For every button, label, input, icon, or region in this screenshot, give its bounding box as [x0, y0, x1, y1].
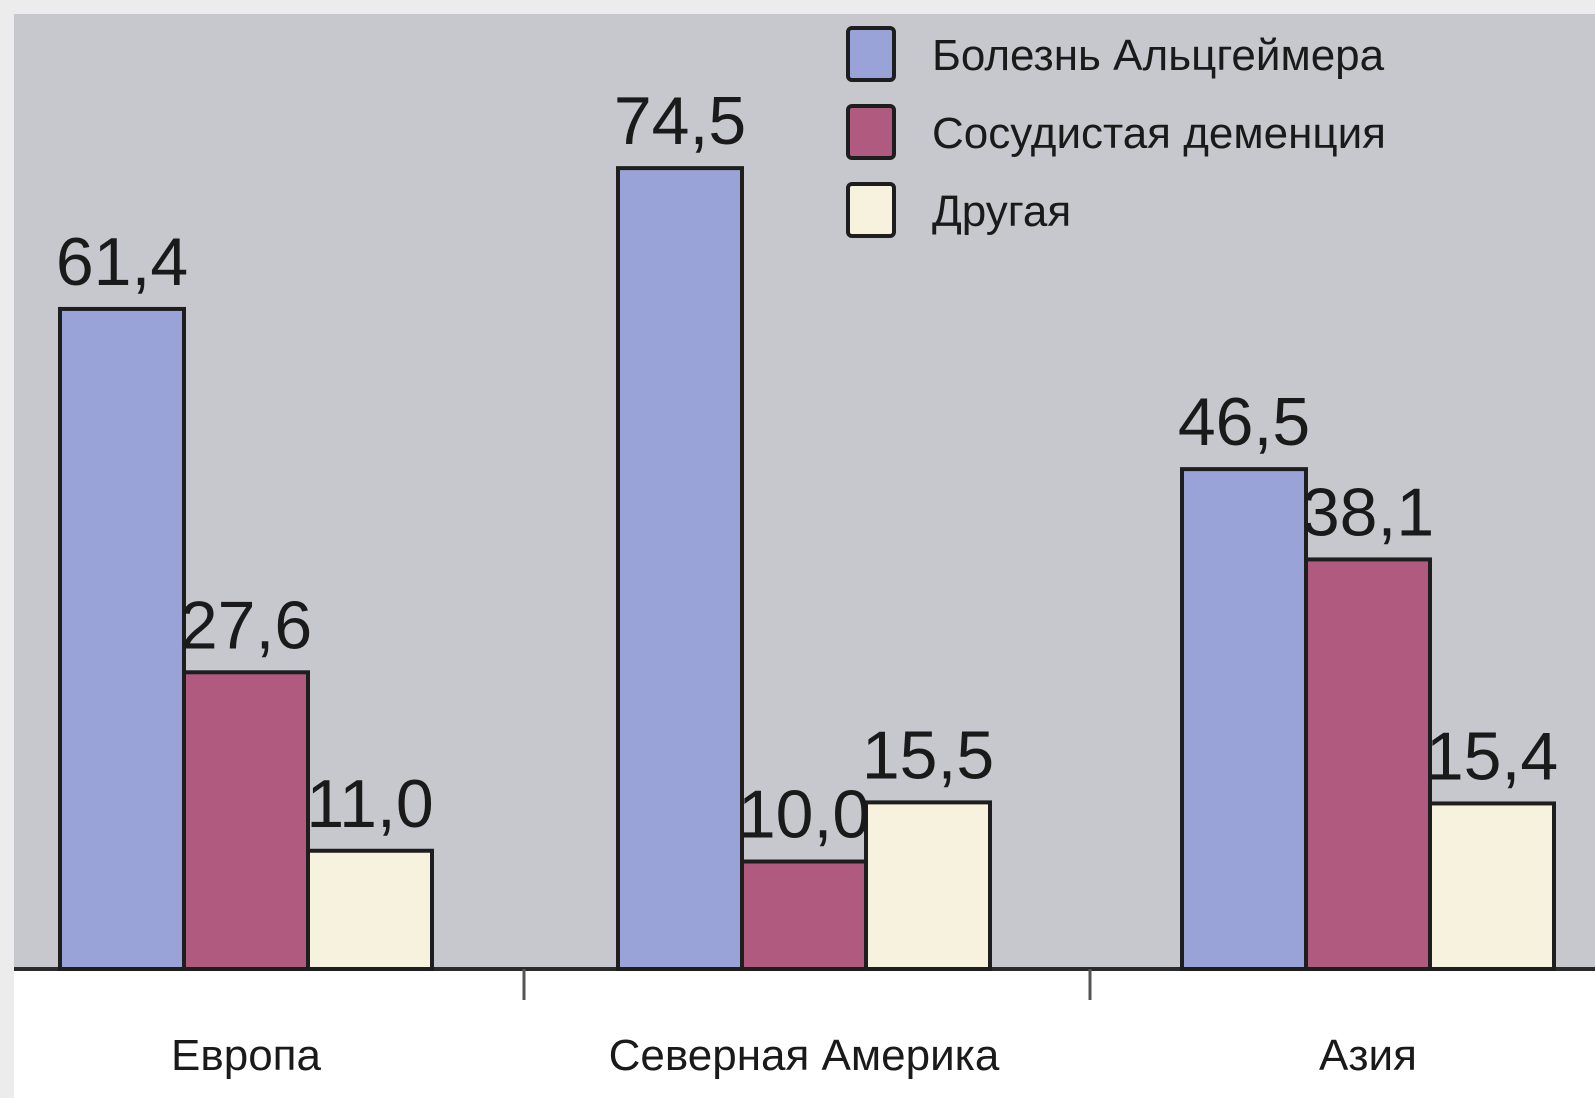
bar-3-1 [1180, 467, 1308, 971]
bar-3-3 [1428, 801, 1556, 972]
data-label-1-3: 11,0 [306, 766, 433, 842]
bars-group [58, 166, 1556, 972]
category-label-3: Азия [1319, 1031, 1417, 1080]
legend-swatch-1 [846, 26, 896, 82]
bar-2-1 [616, 166, 744, 971]
legend-label-3: Другая [932, 187, 1071, 236]
data-label-2-1: 74,5 [614, 83, 746, 159]
data-label-3-2: 38,1 [1302, 474, 1434, 550]
bar-3-2 [1304, 557, 1432, 971]
legend-swatch-2 [846, 104, 896, 160]
data-label-3-3: 15,4 [1426, 718, 1558, 794]
bar-1-1 [58, 306, 186, 971]
data-label-3-1: 46,5 [1178, 384, 1310, 460]
data-label-1-1: 61,4 [56, 224, 188, 300]
category-label-2: Северная Америка [609, 1031, 1000, 1080]
bar-1-2 [182, 670, 310, 971]
legend: Болезнь Альцгеймера Сосудистая деменция Др… [846, 26, 1386, 238]
bar-2-2 [740, 859, 868, 971]
value-labels-group: 61,4 27,6 11,0 74,5 10,015,5 46,5 38,1 15,4 [56, 83, 1558, 852]
category-labels-group: Европа Северная Америка Азия [171, 1031, 1417, 1080]
data-label-2-2: 10,0 [738, 777, 870, 853]
bar-2-3 [864, 800, 992, 971]
category-label-1: Европа [171, 1031, 321, 1080]
legend-label-2: Сосудистая деменция [932, 109, 1386, 158]
data-label-1-2: 27,6 [180, 587, 312, 663]
data-label-2-3: 15,5 [862, 717, 994, 793]
x-ticks-group [522, 969, 1092, 1000]
category-band [14, 969, 1595, 1098]
legend-label-1: Болезнь Альцгеймера [932, 31, 1385, 80]
legend-swatch-3 [846, 182, 896, 238]
bar-1-3 [306, 848, 434, 971]
